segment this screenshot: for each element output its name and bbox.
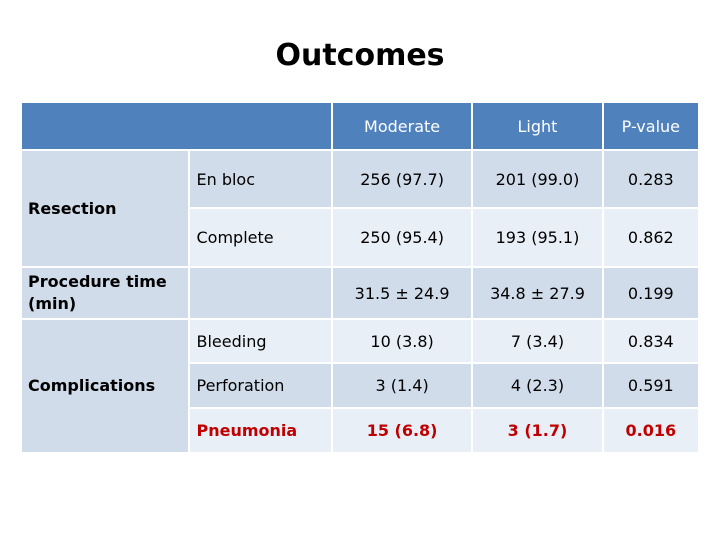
cell-moderate: 15 (6.8) [332,409,472,452]
table-row: Complete 250 (95.4) 193 (95.1) 0.862 [22,209,698,266]
cell-p-value: 0.016 [603,409,698,452]
cell-moderate: 31.5 ± 24.9 [332,268,472,318]
cell-p-value: 0.591 [603,364,698,407]
group-label-procedure-time: Procedure time (min) [22,268,189,318]
row-label: En bloc [190,151,331,207]
row-label: Complete [190,209,331,266]
table-row: Resection En bloc 256 (97.7) 201 (99.0) … [22,151,698,266]
cell-moderate: 3 (1.4) [332,364,472,407]
cell-moderate: 256 (97.7) [332,151,472,207]
outcomes-table: Moderate Light P-value Resection En bloc… [20,101,700,454]
slide-title: Outcomes [275,38,445,73]
cell-light: 193 (95.1) [473,209,602,266]
cell-light: 201 (99.0) [473,151,602,207]
header-blank-cell [22,103,331,149]
column-header-light: Light [473,103,602,149]
cell-light: 34.8 ± 27.9 [473,268,602,318]
cell-light: 4 (2.3) [473,364,602,407]
table-row: Complications Bleeding 10 (3.8) 7 (3.4) … [22,320,698,452]
table-header-row: Moderate Light P-value [22,103,698,149]
table-row: Procedure time (min) 31.5 ± 24.9 34.8 ± … [22,268,698,318]
cell-p-value: 0.834 [603,320,698,362]
table-row: Perforation 3 (1.4) 4 (2.3) 0.591 [22,364,698,407]
group-label-complications: Complications [22,320,189,452]
table-row: Pneumonia 15 (6.8) 3 (1.7) 0.016 [22,409,698,452]
column-header-moderate: Moderate [332,103,472,149]
cell-p-value: 0.862 [603,209,698,266]
cell-light: 3 (1.7) [473,409,602,452]
row-label: Bleeding [190,320,331,362]
cell-moderate: 10 (3.8) [332,320,472,362]
group-label-resection: Resection [22,151,189,266]
row-label: Pneumonia [190,409,331,452]
row-label [190,268,331,318]
cell-light: 7 (3.4) [473,320,602,362]
cell-p-value: 0.199 [603,268,698,318]
cell-moderate: 250 (95.4) [332,209,472,266]
cell-p-value: 0.283 [603,151,698,207]
column-header-p-value: P-value [603,103,698,149]
row-label: Perforation [190,364,331,407]
